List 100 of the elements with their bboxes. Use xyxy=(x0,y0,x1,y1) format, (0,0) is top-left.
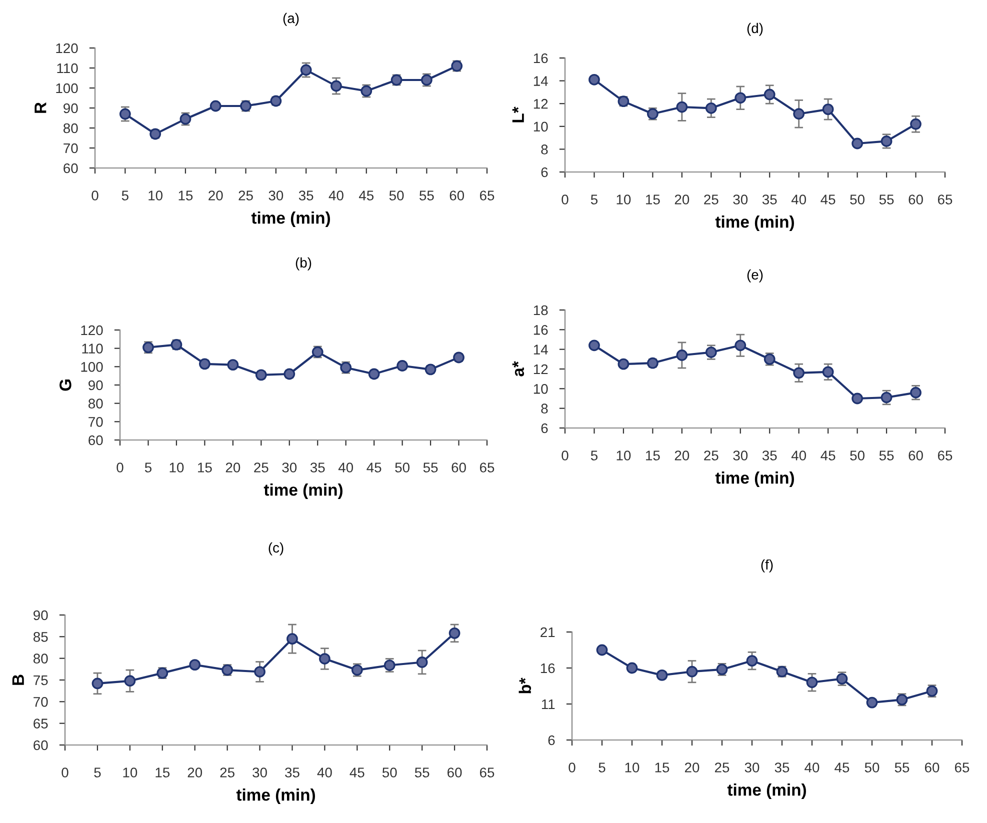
x-tick-label: 60 xyxy=(924,762,940,772)
point xyxy=(676,350,688,361)
x-tick-label: 50 xyxy=(864,762,880,772)
x-tick-label: 55 xyxy=(414,768,430,778)
x-tick-label: 0 xyxy=(562,194,568,204)
x-tick-label: 0 xyxy=(562,450,568,460)
point xyxy=(746,655,758,666)
point xyxy=(588,340,600,352)
chart-title: (f) xyxy=(761,559,773,572)
x-tick-label: 55 xyxy=(879,450,894,460)
x-tick-label: 20 xyxy=(208,190,223,200)
x-tick-label: 45 xyxy=(834,762,850,772)
x-tick-label: 55 xyxy=(879,194,894,204)
x-axis-title: time (min) xyxy=(715,472,794,488)
y-tick-label: 14 xyxy=(534,344,548,354)
x-tick-label: 15 xyxy=(198,462,212,472)
x-tick-label: 25 xyxy=(704,450,718,460)
x-tick-label: 55 xyxy=(420,190,434,200)
point xyxy=(227,359,239,371)
point xyxy=(705,102,717,114)
x-axis-title: time (min) xyxy=(236,788,315,804)
x-tick-label: 25 xyxy=(704,194,718,204)
y-tick-label: 70 xyxy=(34,697,48,707)
point xyxy=(764,88,776,100)
point xyxy=(676,101,688,113)
x-tick-label: 45 xyxy=(366,462,382,472)
point xyxy=(734,92,746,104)
x-tick-label: 25 xyxy=(254,462,268,472)
point xyxy=(852,138,864,150)
x-tick-label: 10 xyxy=(625,762,640,772)
point xyxy=(198,358,210,370)
x-tick-label: 35 xyxy=(298,190,314,200)
x-tick-label: 30 xyxy=(744,762,760,772)
x-tick-label: 50 xyxy=(395,462,410,472)
y-tick-label: 21 xyxy=(540,627,555,638)
x-tick-label: 30 xyxy=(282,462,297,472)
y-tick-label: 10 xyxy=(534,122,548,132)
y-tick-label: 60 xyxy=(64,163,78,174)
point xyxy=(822,366,834,378)
x-tick-label: 10 xyxy=(616,194,631,204)
x-tick-label: 30 xyxy=(268,190,284,200)
point xyxy=(318,653,330,664)
chart-title: (b) xyxy=(296,257,312,270)
x-tick-label: 40 xyxy=(791,450,806,460)
x-tick-label: 25 xyxy=(714,762,730,772)
y-tick-label: 100 xyxy=(56,83,78,94)
y-tick-label: 110 xyxy=(82,344,103,354)
x-tick-label: 20 xyxy=(188,768,202,778)
x-axis-title: time (min) xyxy=(251,212,330,228)
x-tick-label: 65 xyxy=(480,462,494,472)
y-tick-label: 8 xyxy=(541,404,548,414)
point xyxy=(806,676,818,688)
point xyxy=(910,118,922,130)
x-tick-label: 30 xyxy=(252,768,267,778)
x-tick-label: 15 xyxy=(646,194,660,204)
x-tick-label: 45 xyxy=(820,194,836,204)
y-tick-label: 6 xyxy=(541,167,548,178)
point xyxy=(424,364,436,376)
y-tick-label: 16 xyxy=(540,663,555,674)
x-tick-label: 0 xyxy=(62,768,68,778)
x-tick-label: 5 xyxy=(122,190,128,200)
x-tick-label: 40 xyxy=(791,194,806,204)
chart-title: (c) xyxy=(268,542,284,556)
x-axis-title: time (min) xyxy=(715,216,794,232)
y-axis-title: a* xyxy=(512,361,524,376)
x-tick-label: 20 xyxy=(684,762,700,772)
x-tick-label: 50 xyxy=(389,190,404,200)
point xyxy=(656,670,668,681)
x-tick-label: 0 xyxy=(568,762,576,772)
chart-title: (e) xyxy=(747,269,763,282)
x-tick-label: 30 xyxy=(733,450,748,460)
x-tick-label: 35 xyxy=(762,450,777,460)
x-tick-label: 50 xyxy=(850,194,864,204)
y-tick-label: 80 xyxy=(63,123,78,134)
x-tick-label: 60 xyxy=(452,462,466,472)
y-tick-label: 16 xyxy=(534,325,548,335)
point xyxy=(866,696,878,708)
x-tick-label: 50 xyxy=(850,450,864,460)
point xyxy=(330,80,342,92)
x-tick-label: 15 xyxy=(178,190,193,200)
x-tick-label: 60 xyxy=(908,450,923,460)
point xyxy=(588,74,600,86)
point xyxy=(255,369,267,381)
y-tick-label: 75 xyxy=(34,675,48,686)
point xyxy=(822,104,834,115)
x-tick-label: 60 xyxy=(448,768,462,778)
x-tick-label: 25 xyxy=(220,768,234,778)
y-tick-label: 18 xyxy=(534,305,548,316)
x-tick-label: 5 xyxy=(590,450,598,460)
x-tick-label: 35 xyxy=(310,462,325,472)
x-axis-title: time (min) xyxy=(727,784,806,800)
chart-title: (d) xyxy=(747,22,763,36)
y-tick-label: 70 xyxy=(64,143,78,154)
x-tick-label: 10 xyxy=(616,450,631,460)
x-tick-label: 50 xyxy=(382,768,397,778)
x-tick-label: 15 xyxy=(655,762,670,772)
y-tick-label: 6 xyxy=(548,735,555,746)
x-tick-label: 45 xyxy=(820,450,836,460)
point xyxy=(793,108,805,120)
y-tick-label: 65 xyxy=(34,718,48,729)
